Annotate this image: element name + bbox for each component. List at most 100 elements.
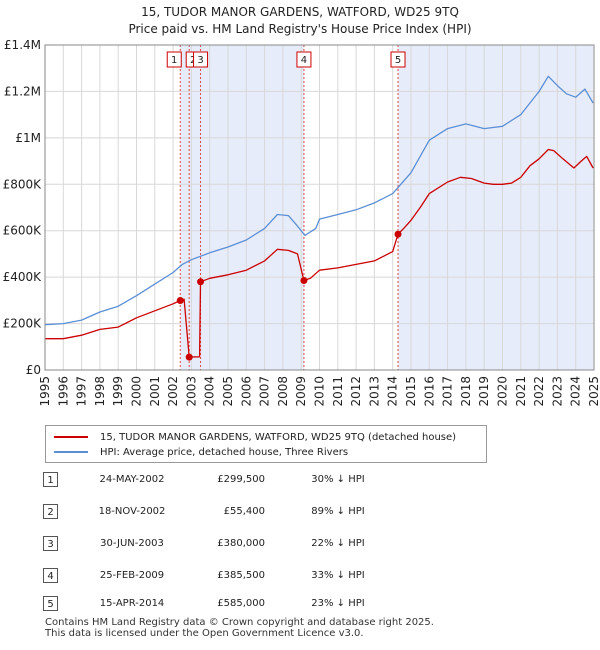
x-tick-label: 2003 [184, 376, 198, 407]
sale-row: 2 18-NOV-2002 £55,400 89% ↓ HPI [43, 504, 563, 520]
sale-row: 5 15-APR-2014 £585,000 23% ↓ HPI [43, 596, 563, 612]
x-tick-label: 2014 [386, 376, 400, 407]
x-tick-label: 2016 [422, 376, 436, 407]
sale-point [197, 278, 205, 286]
sale-hpi-diff: 89% ↓ HPI [311, 506, 365, 517]
y-tick-label: £800K [3, 177, 43, 191]
sale-date: 24-MAY-2002 [99, 474, 165, 485]
legend-item-property: 15, TUDOR MANOR GARDENS, WATFORD, WD25 9… [54, 430, 456, 444]
sale-price: £585,000 [217, 598, 265, 609]
y-tick-label: £0 [26, 363, 41, 377]
x-tick-label: 1997 [75, 376, 89, 407]
sale-price: £299,500 [217, 474, 265, 485]
x-tick-label: 2009 [294, 376, 308, 407]
shaded-periods [180, 45, 594, 370]
y-tick-label: £200K [3, 317, 43, 331]
legend: 15, TUDOR MANOR GARDENS, WATFORD, WD25 9… [45, 425, 487, 463]
sale-label-box [390, 51, 406, 68]
x-tick-label: 2010 [313, 376, 327, 407]
chart-title: 15, TUDOR MANOR GARDENS, WATFORD, WD25 9… [0, 4, 600, 38]
x-tick-label: 2012 [349, 376, 363, 407]
sale-label-1: 1 [166, 51, 182, 68]
plot-frame [44, 44, 595, 371]
sale-row: 4 25-FEB-2009 £385,500 33% ↓ HPI [43, 568, 563, 584]
sale-hpi-diff: 22% ↓ HPI [311, 538, 365, 549]
sale-point [300, 277, 308, 285]
x-tick-label: 2020 [496, 376, 510, 407]
x-tick-label: 1996 [56, 376, 70, 407]
x-tick-label: 2001 [148, 376, 162, 407]
title-line-1: 15, TUDOR MANOR GARDENS, WATFORD, WD25 9… [141, 5, 459, 19]
sale-point [394, 230, 402, 238]
sale-number-badge: 2 [43, 504, 58, 519]
sale-number-badge: 1 [43, 472, 58, 487]
sale-point [185, 353, 193, 361]
sale-label-text: 4 [301, 55, 307, 66]
sale-date: 15-APR-2014 [99, 598, 165, 609]
shaded-period [398, 45, 594, 370]
sale-label-box [166, 51, 182, 68]
series-line [44, 75, 594, 326]
x-tick-label: 2019 [477, 376, 491, 407]
y-tick-label: £1.4M [4, 38, 41, 52]
sale-hpi-diff: 30% ↓ HPI [311, 474, 365, 485]
legend-item-hpi: HPI: Average price, detached house, Thre… [54, 445, 348, 459]
y-tick-label: £400K [3, 270, 43, 284]
x-tick-label: 2002 [166, 376, 180, 407]
sale-labels: 12345 [166, 51, 406, 68]
footer-licence: This data is licensed under the Open Gov… [45, 628, 364, 639]
y-tick-label: £1.2M [4, 84, 41, 98]
sale-price: £385,500 [217, 570, 265, 581]
sale-label-text: 5 [395, 55, 401, 66]
shaded-period [180, 45, 304, 370]
x-tick-label: 2004 [203, 376, 217, 407]
title-line-2: Price paid vs. HM Land Registry's House … [128, 22, 472, 36]
x-tick-label: 2015 [404, 376, 418, 407]
x-tick-label: 2011 [331, 376, 345, 407]
x-tick-label: 1998 [93, 376, 107, 407]
sale-label-3: 3 [193, 51, 209, 68]
x-tick-label: 2013 [367, 376, 381, 407]
x-tick-label: 2024 [569, 376, 583, 407]
footer: Contains HM Land Registry data © Crown c… [45, 617, 434, 639]
sale-point [176, 296, 184, 304]
sale-label-box [193, 51, 209, 68]
sale-price: £380,000 [217, 538, 265, 549]
legend-swatch-property [54, 436, 88, 438]
x-tick-label: 2023 [550, 376, 564, 407]
sale-points [176, 230, 402, 361]
sale-label-text: 1 [171, 55, 177, 66]
sale-date: 18-NOV-2002 [98, 506, 166, 517]
y-tick-label: £600K [3, 224, 43, 238]
legend-label-hpi: HPI: Average price, detached house, Thre… [100, 446, 349, 458]
sale-number-badge: 5 [43, 596, 58, 611]
sale-row: 3 30-JUN-2003 £380,000 22% ↓ HPI [43, 536, 563, 552]
y-tick-label: £1M [15, 131, 41, 145]
x-tick-label: 2025 [587, 376, 600, 407]
sale-date: 25-FEB-2009 [99, 570, 165, 581]
x-tick-label: 2000 [130, 376, 144, 407]
sale-label-5: 5 [390, 51, 406, 68]
x-tick-label: 2022 [532, 376, 546, 407]
x-tick-label: 2006 [239, 376, 253, 407]
legend-swatch-hpi [54, 451, 88, 453]
sale-hpi-diff: 23% ↓ HPI [311, 598, 365, 609]
sale-number-badge: 3 [43, 536, 58, 551]
x-tick-label: 2008 [276, 376, 290, 407]
x-tick-label: 1999 [111, 376, 125, 407]
price-chart: 12345 £0£200K£400K£600K£800K£1M£1.2M£1.4… [3, 38, 600, 407]
sale-number-badge: 4 [43, 568, 58, 583]
y-axis-tick-labels: £0 £200K £400K £600K £800K £1M £1.2M £1.4M [3, 38, 43, 377]
footer-copyright: Contains HM Land Registry data © Crown c… [45, 617, 434, 628]
sale-label-4: 4 [296, 51, 312, 68]
x-axis-tick-labels: 1995 1996 1997 1998 1999 2000 2001 2002 2003 2004… [38, 376, 600, 407]
sale-hpi-diff: 33% ↓ HPI [311, 570, 365, 581]
legend-label-property: 15, TUDOR MANOR GARDENS, WATFORD, WD25 9… [100, 431, 457, 443]
x-tick-label: 2021 [514, 376, 528, 407]
x-tick-label: 2018 [459, 376, 473, 407]
sale-row: 1 24-MAY-2002 £299,500 30% ↓ HPI [43, 472, 563, 488]
x-tick-label: 2007 [258, 376, 272, 407]
sale-price: £55,400 [223, 506, 265, 517]
x-tick-label: 2017 [441, 376, 455, 407]
sale-label-text: 3 [197, 55, 203, 66]
